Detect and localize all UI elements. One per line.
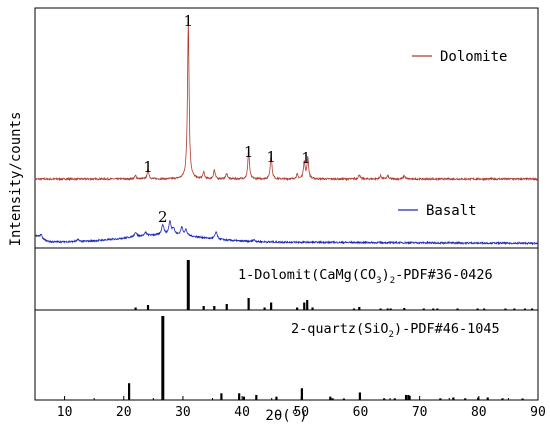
x-tick-label: 70 [412,405,428,420]
legend-label-basalt: Basalt [426,203,477,219]
x-tick-label: 30 [175,405,191,420]
reference-label-part: ) [382,267,390,283]
label-layer: 111 1 121-Dolomit(CaMg(CO3)2-PDF#36-04262-… [143,12,507,340]
peak-label: 1 [301,149,311,167]
series-line-basalt [34,219,539,246]
x-tick-label: 60 [353,405,369,420]
legend-label-dolomite: Dolomite [440,49,507,65]
reference-label-part: )-PDF#46-1045 [394,321,500,337]
peak-label: 1 [183,12,193,30]
x-tick-label: 20 [116,405,132,420]
reference-label-part: 2-quartz(SiO [291,321,389,337]
peak-label: 1 [266,148,276,166]
reference-label-part: -PDF#36-0426 [395,267,493,283]
reference-layer [127,260,534,400]
plot-frame [34,7,539,401]
reference-label-part: 1-Dolomit(CaMg(CO [238,267,376,283]
plot-border [34,7,539,401]
series-layer [34,22,539,246]
x-tick-label: 50 [293,405,309,420]
y-axis-title: Intensity/counts [8,112,24,247]
reference-label: 2-quartz(SiO2)-PDF#46-1045 [291,321,500,340]
x-axis-title: 2θ(°) [265,408,307,424]
peak-label: 1 [244,143,254,161]
x-tick-label: 90 [530,405,546,420]
x-tick-label: 10 [57,405,73,420]
peak-label: 2 [158,208,168,226]
reference-label-subscript: 3 [376,276,381,286]
axis-layer: 10 20 30 40 50 60 70 80 90 2θ(°) Intensity/counts [8,112,546,424]
reference-label-subscript: 2 [390,276,395,286]
x-tick-label: 40 [234,405,250,420]
reference-label: 1-Dolomit(CaMg(CO3)2-PDF#36-0426 [238,267,493,286]
peak-label: 1 [143,158,153,176]
x-tick-label: 80 [471,405,487,420]
reference-label-subscript: 2 [389,330,394,340]
series-line-dolomite [34,22,539,182]
